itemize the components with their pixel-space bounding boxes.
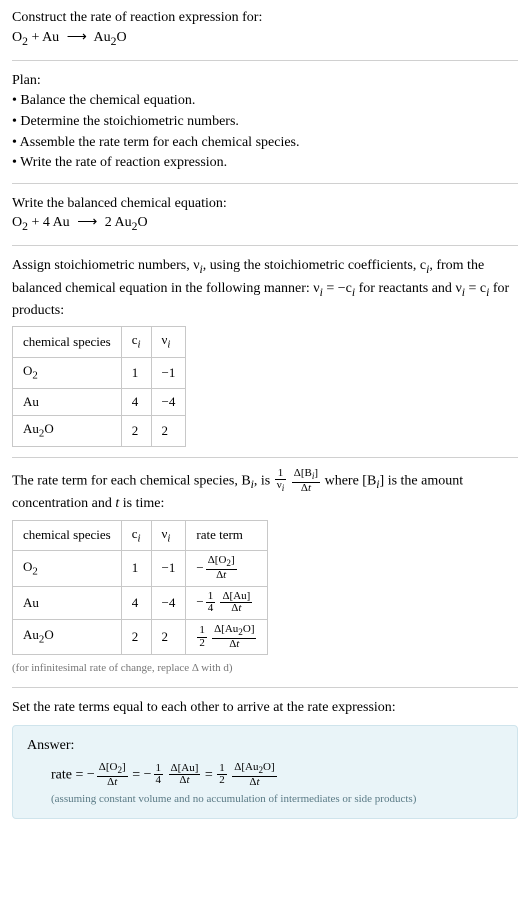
cell: 2: [121, 415, 151, 446]
text: where [B: [325, 473, 377, 488]
col-nu: νi: [151, 520, 186, 551]
col-ci: ci: [121, 327, 151, 358]
final-block: Set the rate terms equal to each other t…: [12, 698, 518, 718]
equals: =: [132, 767, 143, 782]
table-row: Au 4 −4 −14 Δ[Au]Δt: [13, 586, 268, 619]
relation: νi = −ci: [313, 281, 355, 296]
text: The rate term for each chemical species,…: [12, 473, 251, 488]
arrow-icon: ⟶: [77, 213, 97, 233]
denominator: νi: [275, 480, 287, 494]
footnote: (for infinitesimal rate of change, repla…: [12, 661, 518, 676]
cell: Au2O: [13, 415, 122, 446]
cell: Au: [13, 586, 122, 619]
balanced-block: Write the balanced chemical equation: O2…: [12, 194, 518, 236]
rateterm-intro: The rate term for each chemical species,…: [12, 468, 518, 514]
cell: −4: [151, 388, 186, 415]
plan-item: • Write the rate of reaction expression.: [12, 153, 518, 173]
cell: 2: [151, 415, 186, 446]
table-header-row: chemical species ci νi: [13, 327, 186, 358]
rate-term: 12 Δ[Au2O]Δt: [216, 767, 277, 782]
header-block: Construct the rate of reaction expressio…: [12, 8, 518, 50]
balanced-title: Write the balanced chemical equation:: [12, 194, 518, 214]
cell: 4: [121, 586, 151, 619]
rate-expression: rate = −Δ[O2]Δt = −14 Δ[Au]Δt = 12 Δ[Au2…: [51, 762, 503, 788]
nu-symbol: νi: [193, 258, 203, 273]
col-species: chemical species: [13, 520, 122, 551]
ci-symbol: ci: [420, 258, 429, 273]
arrow-icon: ⟶: [67, 28, 87, 48]
text: for reactants and: [355, 281, 455, 296]
table-row: O2 1 −1 −Δ[O2]Δt: [13, 551, 268, 586]
eq-lhs: O2 + 4 Au: [12, 215, 70, 230]
answer-box: Answer: rate = −Δ[O2]Δt = −14 Δ[Au]Δt = …: [12, 725, 518, 818]
cell: Au2O: [13, 619, 122, 654]
text: Assign stoichiometric numbers,: [12, 258, 193, 273]
cell: O2: [13, 551, 122, 586]
plan-title: Plan:: [12, 71, 518, 91]
plan-item: • Assemble the rate term for each chemic…: [12, 133, 518, 153]
cell: Au: [13, 388, 122, 415]
cell: 2: [121, 619, 151, 654]
cell-rate: −Δ[O2]Δt: [186, 551, 268, 586]
final-title: Set the rate terms equal to each other t…: [12, 698, 518, 718]
cell: −1: [151, 358, 186, 389]
plan-item: • Balance the chemical equation.: [12, 91, 518, 111]
denominator: Δt: [292, 483, 320, 495]
table-row: Au2O 2 2 12 Δ[Au2O]Δt: [13, 619, 268, 654]
balanced-equation: O2 + 4 Au ⟶ 2 Au2O: [12, 213, 518, 235]
prompt-text: Construct the rate of reaction expressio…: [12, 8, 518, 28]
cell: 4: [121, 388, 151, 415]
text: , using the stoichiometric coefficients,: [203, 258, 420, 273]
table-row: O2 1 −1: [13, 358, 186, 389]
col-ci: ci: [121, 520, 151, 551]
divider: [12, 60, 518, 61]
col-rate: rate term: [186, 520, 268, 551]
eq-rhs: Au2O: [94, 30, 127, 45]
stoich-intro: Assign stoichiometric numbers, νi, using…: [12, 256, 518, 320]
fraction: 1 νi: [275, 468, 287, 494]
divider: [12, 183, 518, 184]
cell: O2: [13, 358, 122, 389]
plan-block: Plan: • Balance the chemical equation. •…: [12, 71, 518, 173]
fraction: Δ[Bi] Δt: [292, 468, 320, 494]
stoich-block: Assign stoichiometric numbers, νi, using…: [12, 256, 518, 446]
answer-note: (assuming constant volume and no accumul…: [51, 792, 503, 807]
rate-prefix: rate =: [51, 767, 87, 782]
rateterm-table: chemical species ci νi rate term O2 1 −1…: [12, 520, 268, 656]
table-row: Au2O 2 2: [13, 415, 186, 446]
stoich-table: chemical species ci νi O2 1 −1 Au 4 −4 A…: [12, 326, 186, 446]
table-row: Au 4 −4: [13, 388, 186, 415]
text: is time:: [119, 496, 164, 511]
rate-term: −Δ[O2]Δt: [87, 767, 129, 782]
table-header-row: chemical species ci νi rate term: [13, 520, 268, 551]
plan-item: • Determine the stoichiometric numbers.: [12, 112, 518, 132]
equals: =: [205, 767, 216, 782]
unbalanced-equation: O2 + Au ⟶ Au2O: [12, 28, 518, 50]
cell: 1: [121, 551, 151, 586]
eq-lhs: O2 + Au: [12, 30, 59, 45]
cell-rate: 12 Δ[Au2O]Δt: [186, 619, 268, 654]
cell: −4: [151, 586, 186, 619]
cell-rate: −14 Δ[Au]Δt: [186, 586, 268, 619]
eq-rhs: 2 Au2O: [105, 215, 148, 230]
rate-term: −14 Δ[Au]Δt: [144, 767, 202, 782]
plan-list: • Balance the chemical equation. • Deter…: [12, 91, 518, 172]
text: , is: [254, 473, 274, 488]
divider: [12, 457, 518, 458]
col-nu: νi: [151, 327, 186, 358]
divider: [12, 687, 518, 688]
answer-label: Answer:: [27, 736, 503, 756]
cell: 1: [121, 358, 151, 389]
rateterm-block: The rate term for each chemical species,…: [12, 468, 518, 677]
cell: 2: [151, 619, 186, 654]
divider: [12, 245, 518, 246]
numerator: Δ[Bi]: [292, 468, 320, 483]
relation: νi = ci: [455, 281, 489, 296]
col-species: chemical species: [13, 327, 122, 358]
cell: −1: [151, 551, 186, 586]
